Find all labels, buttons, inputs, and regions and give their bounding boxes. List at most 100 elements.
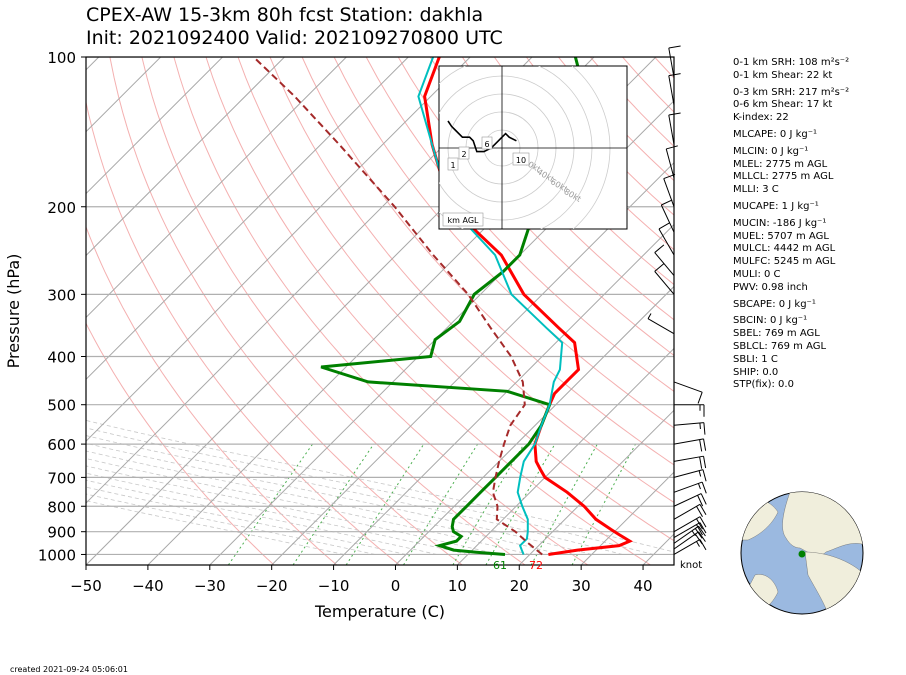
sounding-parameter: SBCAPE: 0 J kg⁻¹ <box>733 298 816 310</box>
x-tick-label: −30 <box>194 577 226 595</box>
wind-barb <box>673 481 707 494</box>
hodograph-units-label: km AGL <box>448 216 480 225</box>
dry-adiabat <box>301 57 674 466</box>
wind-barb <box>673 522 707 539</box>
hodograph-height-box <box>512 152 530 166</box>
wind-barb <box>673 525 706 544</box>
y-axis-label: Pressure (hPa) <box>4 254 23 369</box>
wind-barb <box>673 422 706 435</box>
isotherm <box>271 161 674 565</box>
y-tick-label: 700 <box>47 469 76 487</box>
x-tick-label: 0 <box>391 577 401 595</box>
isotherm <box>86 57 223 195</box>
wind-barb <box>658 222 675 256</box>
hodograph-trace <box>447 120 517 153</box>
wind-barb <box>673 503 707 520</box>
sounding-parameter: 0-1 km Shear: 22 kt <box>733 69 833 81</box>
sounding-parameter: STP(fix): 0.0 <box>733 379 794 391</box>
x-tick-label: −10 <box>318 577 350 595</box>
hodograph-height-box <box>447 157 459 171</box>
y-tick-label: 300 <box>47 286 76 304</box>
wind-barb <box>673 539 707 555</box>
sounding-parameter: MULFC: 5245 m AGL <box>733 256 836 268</box>
sounding-parameter: MLCAPE: 0 J kg⁻¹ <box>733 128 818 140</box>
hodograph-height-box <box>481 136 493 150</box>
moist-adiabat <box>86 479 438 555</box>
y-tick-label: 800 <box>47 498 76 516</box>
mixing-ratio-line <box>452 443 525 565</box>
chart-title-line-2: Init: 2021092400 Valid: 202109270800 UTC <box>86 27 503 49</box>
station-marker <box>798 550 806 558</box>
wind-barb <box>673 455 707 469</box>
dry-adiabat <box>429 57 674 321</box>
dry-adiabat <box>205 57 651 565</box>
mixing-ratio-line <box>227 443 314 565</box>
x-axis-label: Temperature (C) <box>314 602 445 621</box>
hodograph-height-box <box>458 146 470 160</box>
globe-locator-map <box>740 491 864 615</box>
wind-barb <box>673 516 707 533</box>
y-tick-label: 400 <box>47 349 76 367</box>
dry-adiabat <box>86 225 338 565</box>
x-tick-label: −50 <box>70 577 102 595</box>
sounding-parameter: SHIP: 0.0 <box>733 366 779 378</box>
hodograph-units-box <box>442 212 484 227</box>
dry-adiabat <box>141 57 526 565</box>
y-tick-label: 200 <box>47 199 76 217</box>
y-tick-label: 600 <box>47 436 76 454</box>
sounding-parameter: 0-6 km Shear: 17 kt <box>733 99 833 111</box>
dry-adiabat <box>109 57 463 565</box>
y-tick-label: 500 <box>47 397 76 415</box>
dry-adiabat <box>365 57 674 392</box>
sounding-parameter: MUEL: 5707 m AGL <box>733 230 829 242</box>
sounding-parameter: MUCAPE: 1 J kg⁻¹ <box>733 200 819 212</box>
chart-title-line-1: CPEX-AW 15-3km 80h fcst Station: dakhla <box>86 4 484 26</box>
sounding-parameter: MULI: 0 C <box>733 268 781 280</box>
hodograph-height-label: 1 <box>450 161 455 170</box>
y-tick-label: 900 <box>47 524 76 542</box>
sounding-parameter: MLCIN: 0 J kg⁻¹ <box>733 145 809 157</box>
x-tick-label: 20 <box>510 577 529 595</box>
sounding-parameter: SBLI: 1 C <box>733 353 778 365</box>
x-tick-label: −20 <box>256 577 288 595</box>
y-tick-label: 1000 <box>38 546 76 564</box>
moist-adiabat <box>86 450 561 555</box>
y-tick-label: 100 <box>47 49 76 67</box>
dry-adiabat <box>333 57 674 429</box>
sounding-parameter: MUCIN: -186 J kg⁻¹ <box>733 217 827 229</box>
isotherm <box>86 57 162 133</box>
wind-barb <box>668 112 681 145</box>
sounding-parameter: SBEL: 769 m AGL <box>733 328 820 340</box>
wind-barb <box>647 313 675 335</box>
wind-barb <box>660 199 675 233</box>
isotherm <box>86 57 347 319</box>
isotherm <box>86 57 409 381</box>
sounding-parameter: MULCL: 4442 m AGL <box>733 243 836 255</box>
surface-dewpoint-label: 61 <box>493 559 507 572</box>
isotherm <box>518 409 674 565</box>
sounding-parameter: PWV: 0.98 inch <box>733 281 808 293</box>
plot-frame <box>85 56 675 566</box>
hodograph-height-label: 2 <box>461 150 466 159</box>
hodograph-height-label: 6 <box>484 140 489 149</box>
sounding-parameter: 0-3 km SRH: 217 m²s⁻² <box>733 86 850 98</box>
moist-adiabat <box>86 458 530 555</box>
knot-unit-label: knot <box>680 560 703 571</box>
mixing-ratio-line <box>403 443 479 565</box>
isotherm <box>86 57 285 257</box>
wind-barb <box>668 73 681 106</box>
wind-barb <box>673 469 707 482</box>
mixing-ratio-line <box>345 443 425 565</box>
sounding-parameter: K-index: 22 <box>733 112 789 124</box>
wind-barb <box>673 493 707 507</box>
surface-temperature-label: 72 <box>529 559 543 572</box>
dry-adiabat <box>173 57 589 565</box>
parcel-profile-line <box>252 57 543 556</box>
isotherm <box>395 285 674 565</box>
mixing-ratio-line <box>292 443 375 565</box>
dry-adiabat <box>269 57 674 504</box>
moist-adiabat <box>86 435 623 555</box>
dry-adiabat <box>86 322 275 565</box>
